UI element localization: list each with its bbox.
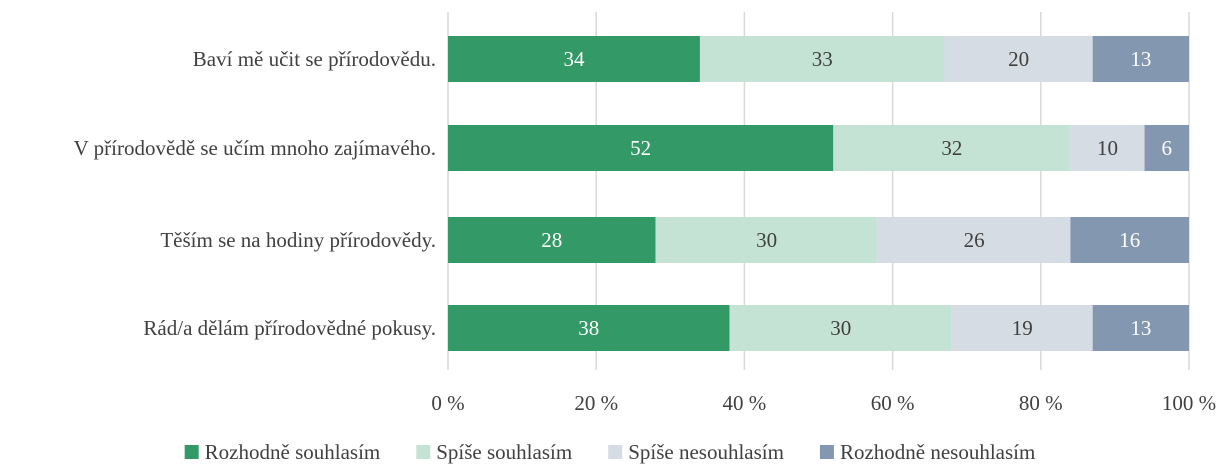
legend-label: Spíše souhlasím: [436, 440, 572, 464]
category-label: Rád/a dělám přírodovědné pokusy.: [143, 316, 436, 340]
bars: 34 33 20 13 52 32 10 6 28 30 26 16 38 30 19 13: [448, 36, 1189, 351]
bar-segment: [1144, 125, 1189, 171]
legend-label: Rozhodně nesouhlasím: [840, 440, 1035, 464]
category-label: Baví mě učit se přírodovědu.: [193, 47, 436, 71]
x-tick-label: 100 %: [1162, 391, 1216, 415]
legend-swatch: [416, 445, 431, 459]
bar-value-label: 10: [1097, 136, 1118, 160]
bar-value-label: 13: [1130, 47, 1151, 71]
legend-label: Spíše nesouhlasím: [628, 440, 784, 464]
bar-value-label: 32: [941, 136, 962, 160]
bar-segment: [729, 305, 952, 351]
bar-segment: [448, 36, 700, 82]
bar-segment: [1070, 125, 1145, 171]
bar-segment: [1092, 305, 1189, 351]
legend-label: Rozhodně souhlasím: [205, 440, 381, 464]
legend-item: Spíše nesouhlasím: [608, 440, 784, 464]
bar-segment: [1092, 36, 1189, 82]
legend-swatch: [184, 445, 199, 459]
legend-item: Rozhodně nesouhlasím: [819, 440, 1035, 464]
category-label: V přírodovědě se učím mnoho zajímavého.: [74, 136, 436, 160]
bar-value-label: 16: [1119, 228, 1140, 252]
bar-segment: [655, 217, 878, 263]
bar-value-label: 6: [1162, 136, 1173, 160]
legend-swatch: [608, 445, 623, 459]
bar-value-label: 34: [563, 47, 585, 71]
bar-value-label: 30: [756, 228, 777, 252]
legend: Rozhodně souhlasím Spíše souhlasím Spíše n…: [184, 440, 1035, 464]
bar-segment: [951, 305, 1093, 351]
category-label: Těším se na hodiny přírodovědy.: [160, 228, 436, 252]
legend-item: Spíše souhlasím: [416, 440, 572, 464]
bar-segment: [448, 305, 730, 351]
legend-swatch: [819, 445, 834, 459]
x-axis-ticks: 0 % 20 % 40 % 60 % 80 % 100 %: [431, 391, 1216, 415]
bar-value-label: 52: [630, 136, 651, 160]
bar-value-label: 30: [830, 316, 851, 340]
bar-value-label: 19: [1012, 316, 1033, 340]
category-labels: Baví mě učit se přírodovědu. V přírodověd…: [74, 47, 436, 340]
bar-segment: [833, 125, 1071, 171]
bar-segment: [877, 217, 1071, 263]
x-tick-label: 20 %: [574, 391, 618, 415]
x-tick-label: 60 %: [871, 391, 915, 415]
x-tick-label: 0 %: [431, 391, 464, 415]
bar-value-label: 38: [578, 316, 599, 340]
bar-segment: [944, 36, 1093, 82]
legend-item: Rozhodně souhlasím: [184, 440, 381, 464]
bar-value-label: 28: [541, 228, 562, 252]
x-tick-label: 80 %: [1019, 391, 1063, 415]
x-tick-label: 40 %: [723, 391, 767, 415]
bar-segment: [699, 36, 945, 82]
bar-value-label: 20: [1008, 47, 1029, 71]
bar-segment: [1070, 217, 1189, 263]
bar-value-label: 33: [812, 47, 833, 71]
bar-segment: [448, 125, 834, 171]
bar-segment: [448, 217, 656, 263]
bar-value-label: 13: [1130, 316, 1151, 340]
bar-value-label: 26: [964, 228, 985, 252]
